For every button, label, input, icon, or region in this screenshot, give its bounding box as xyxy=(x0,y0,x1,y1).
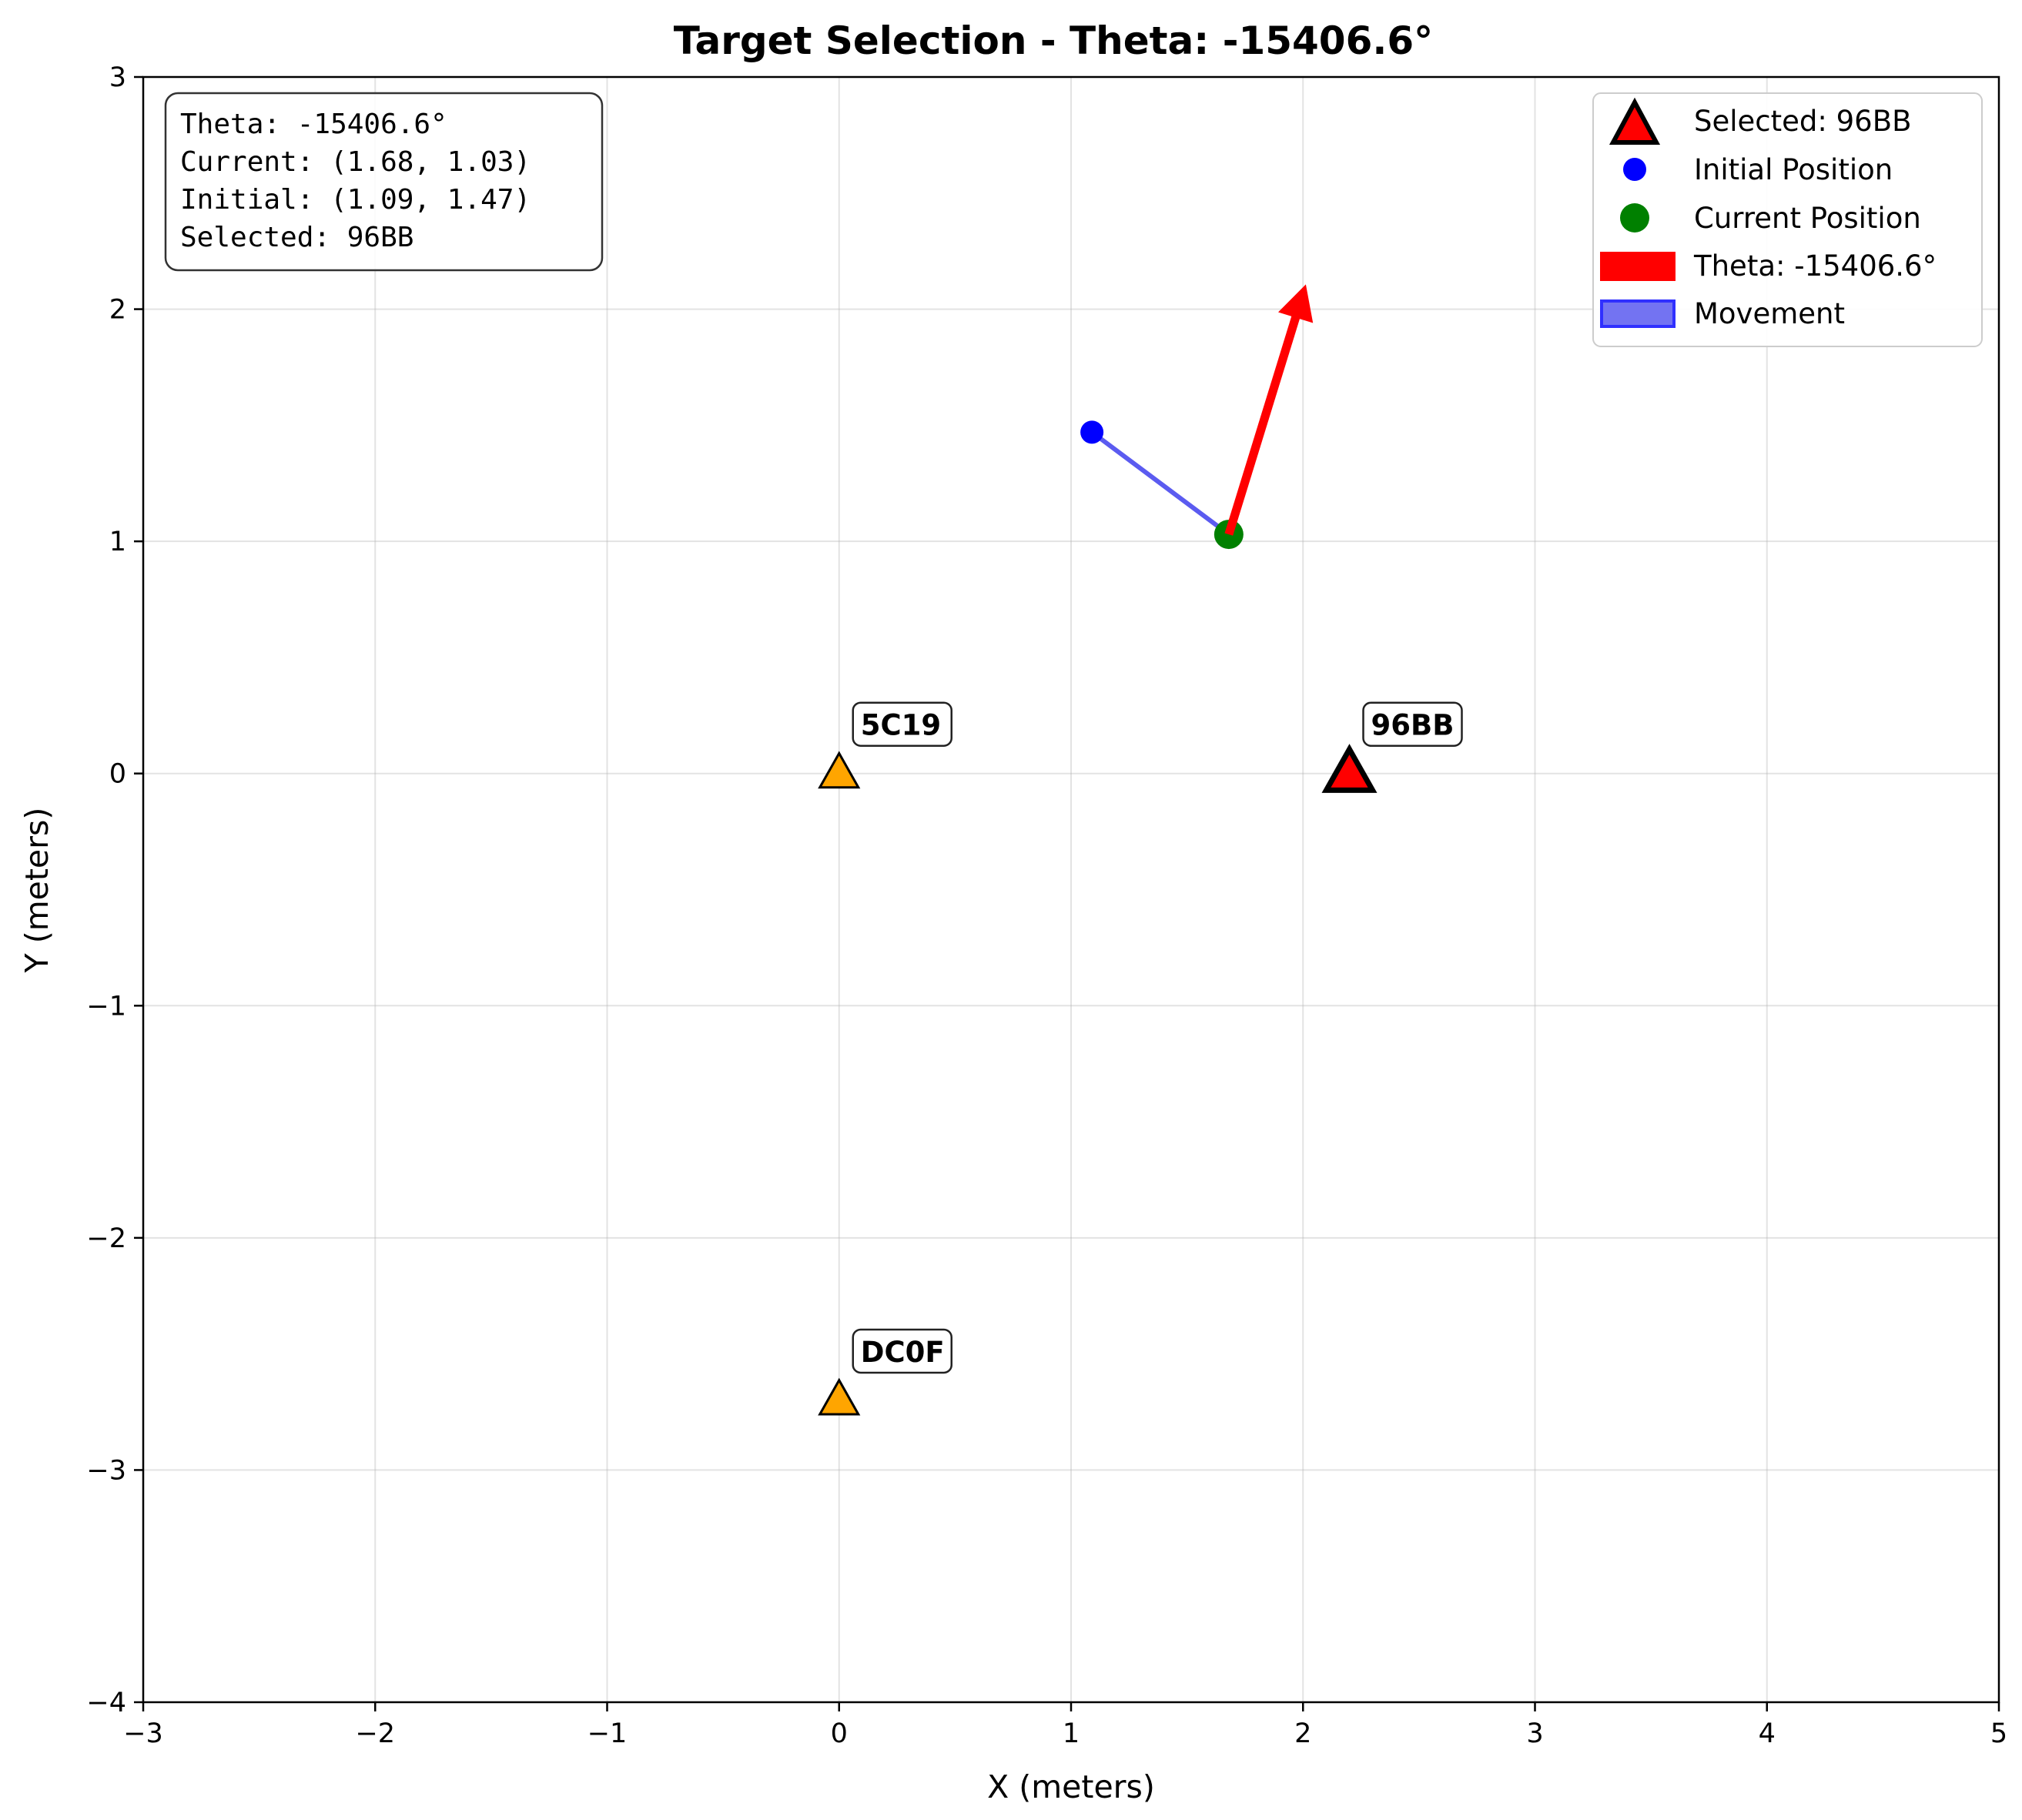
heading-arrow-head xyxy=(1277,284,1314,323)
info-selected: Selected: 96BB xyxy=(180,222,413,253)
x-tick-label: 2 xyxy=(1294,1718,1311,1749)
x-tick-label: 4 xyxy=(1759,1718,1776,1749)
info-initial: Initial: (1.09, 1.47) xyxy=(180,184,531,216)
target-marker xyxy=(818,1377,861,1416)
legend-movement-line-icon xyxy=(1600,299,1676,328)
y-tick-label: 2 xyxy=(109,295,126,326)
legend-selected-triangle-icon xyxy=(1609,97,1661,145)
movement-line xyxy=(1090,430,1231,537)
x-tick-label: 0 xyxy=(831,1718,848,1749)
y-tick-label: 1 xyxy=(109,527,126,557)
x-tick-label: 1 xyxy=(1063,1718,1080,1749)
targets-layer: 5C19 DC0F 96BB xyxy=(818,701,1463,1416)
x-tick-label: −2 xyxy=(355,1718,395,1749)
y-axis-ticks: −4 −3 −2 −1 0 1 2 3 xyxy=(86,62,143,1718)
legend-label-initial: Initial Position xyxy=(1694,153,1893,186)
movement-layer xyxy=(1090,430,1231,537)
legend-label-selected: Selected: 96BB xyxy=(1694,105,1911,138)
target-marker xyxy=(818,751,861,789)
y-tick-label: −4 xyxy=(86,1688,126,1718)
legend-label-movement: Movement xyxy=(1694,297,1845,330)
y-tick-label: 0 xyxy=(109,759,126,790)
arrow-layer xyxy=(1224,284,1314,536)
initial-position-point xyxy=(1080,420,1104,444)
heading-arrow-shaft xyxy=(1224,315,1301,536)
selected-target-marker xyxy=(1321,744,1378,793)
x-tick-label: 3 xyxy=(1526,1718,1543,1749)
x-tick-label: 5 xyxy=(1990,1718,2007,1749)
target-label-box xyxy=(1362,701,1463,747)
legend-blue-dot-icon xyxy=(1623,158,1646,181)
y-tick-label: −1 xyxy=(86,991,126,1022)
legend: Selected: 96BB Initial Position Current … xyxy=(1592,92,1983,347)
legend-label-theta: Theta: -15406.6° xyxy=(1693,249,1937,283)
info-box: Theta: -15406.6° Current: (1.68, 1.03) I… xyxy=(164,92,604,272)
info-theta: Theta: -15406.6° xyxy=(180,109,447,140)
target-label: DC0F xyxy=(861,1336,945,1369)
chart-title: Target Selection - Theta: -15406.6° xyxy=(674,18,1433,63)
x-tick-label: −1 xyxy=(588,1718,628,1749)
y-tick-label: −3 xyxy=(86,1455,126,1486)
y-axis-label: Y (meters) xyxy=(18,808,55,974)
legend-red-arrow-icon xyxy=(1600,252,1676,281)
info-current: Current: (1.68, 1.03) xyxy=(180,146,531,178)
y-tick-label: 3 xyxy=(109,62,126,93)
target-label-box xyxy=(852,701,952,747)
x-tick-label: −3 xyxy=(123,1718,163,1749)
x-axis-ticks: −3 −2 −1 0 1 2 3 4 5 xyxy=(123,1702,2007,1749)
y-tick-label: −2 xyxy=(86,1223,126,1254)
target-label: 96BB xyxy=(1371,709,1455,742)
target-label: 5C19 xyxy=(861,709,941,742)
x-axis-label: X (meters) xyxy=(987,1768,1155,1805)
target-label-box xyxy=(852,1328,952,1374)
info-box-frame xyxy=(164,92,604,272)
legend-label-current: Current Position xyxy=(1694,202,1921,235)
legend-frame xyxy=(1592,92,1983,347)
legend-green-dot-icon xyxy=(1620,203,1649,233)
